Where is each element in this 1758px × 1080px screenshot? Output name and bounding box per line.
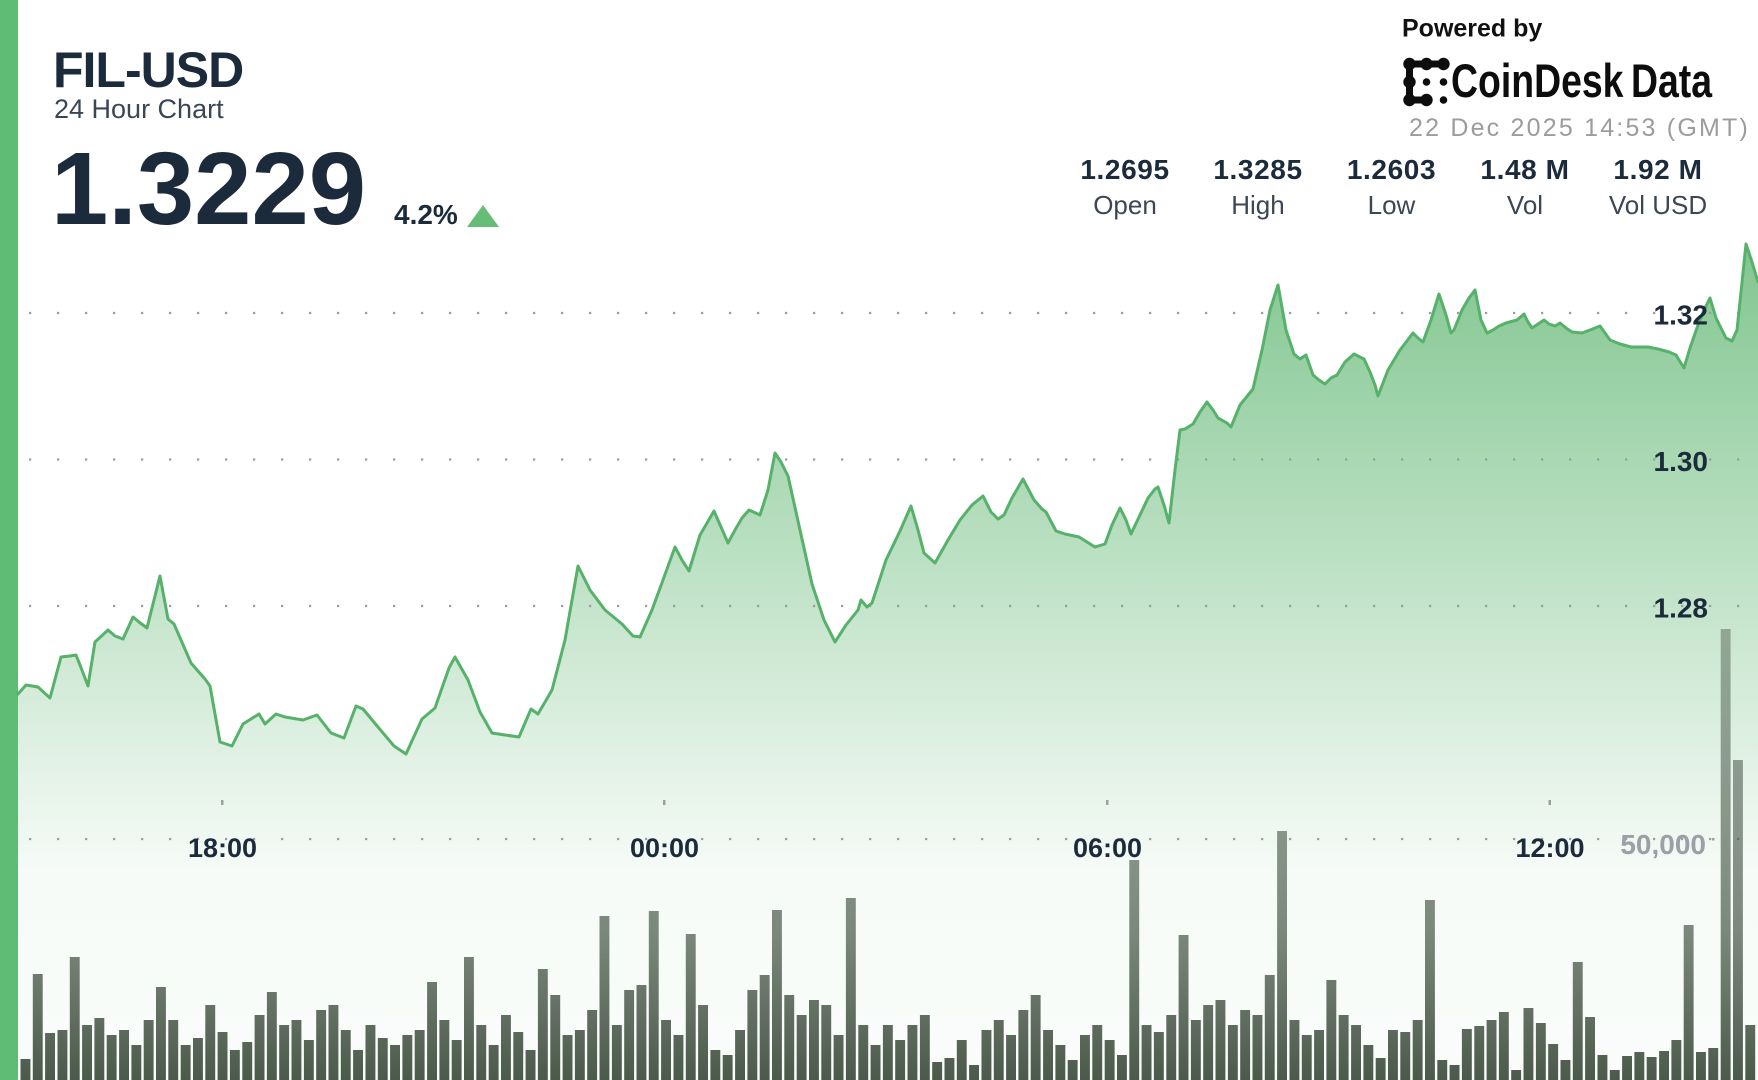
svg-text:Powered by: Powered by (1402, 15, 1542, 43)
svg-text:1.3285: 1.3285 (1213, 154, 1302, 185)
svg-text:Vol: Vol (1507, 190, 1543, 220)
svg-text:1.2603: 1.2603 (1347, 154, 1436, 185)
svg-text:1.2695: 1.2695 (1080, 154, 1169, 185)
svg-text:1.30: 1.30 (1654, 446, 1709, 477)
svg-text:12:00: 12:00 (1515, 833, 1584, 863)
svg-text:18:00: 18:00 (188, 833, 257, 863)
svg-text:1.32: 1.32 (1654, 300, 1709, 331)
svg-text:00:00: 00:00 (630, 833, 699, 863)
svg-text:24 Hour Chart: 24 Hour Chart (54, 94, 224, 124)
svg-text:FIL-USD: FIL-USD (53, 42, 243, 98)
svg-text:1.28: 1.28 (1654, 593, 1709, 624)
svg-text:Vol USD: Vol USD (1609, 190, 1707, 220)
svg-text:50,000: 50,000 (1620, 829, 1706, 860)
svg-text:Low: Low (1368, 190, 1416, 220)
svg-text:High: High (1231, 190, 1284, 220)
svg-text:1.3229: 1.3229 (51, 131, 366, 246)
svg-text:1.48 M: 1.48 M (1480, 154, 1569, 185)
svg-text:06:00: 06:00 (1073, 833, 1142, 863)
svg-text:22 Dec 2025 14:53 (GMT): 22 Dec 2025 14:53 (GMT) (1409, 114, 1750, 142)
svg-text:4.2%: 4.2% (394, 199, 458, 230)
svg-text:CoinDesk Data: CoinDesk Data (1451, 54, 1713, 107)
svg-text:1.92 M: 1.92 M (1613, 154, 1702, 185)
svg-text:Open: Open (1093, 190, 1157, 220)
